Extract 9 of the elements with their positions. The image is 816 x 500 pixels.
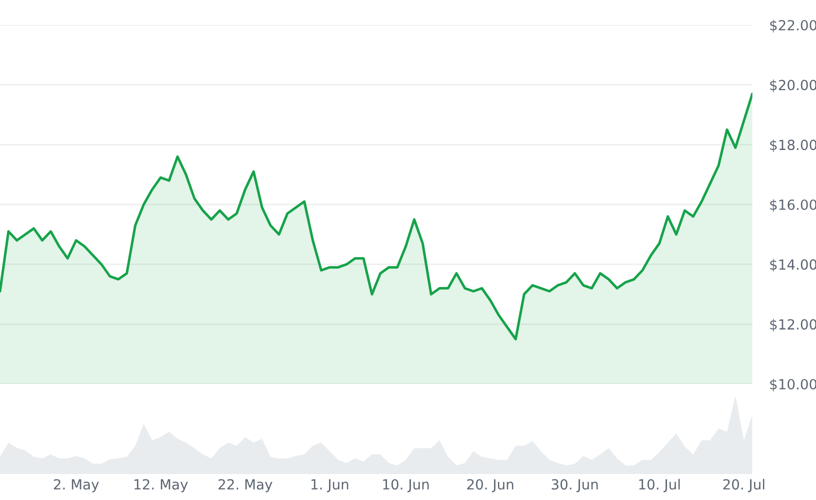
x-tick-label: 20. Jul (723, 478, 764, 492)
x-tick-label: 12. May (134, 479, 188, 492)
x-tick-label: 1. Jun (312, 479, 348, 492)
x-tick-label: 22. May (218, 479, 272, 492)
x-tick-label: 10. Jun (383, 479, 429, 492)
x-tick-label: 30. Jun (552, 479, 598, 492)
x-tick-label: 10. Jul (639, 478, 680, 492)
x-tick-label: 20. Jun (467, 479, 514, 492)
x-tick-label: 2. May (54, 479, 99, 492)
